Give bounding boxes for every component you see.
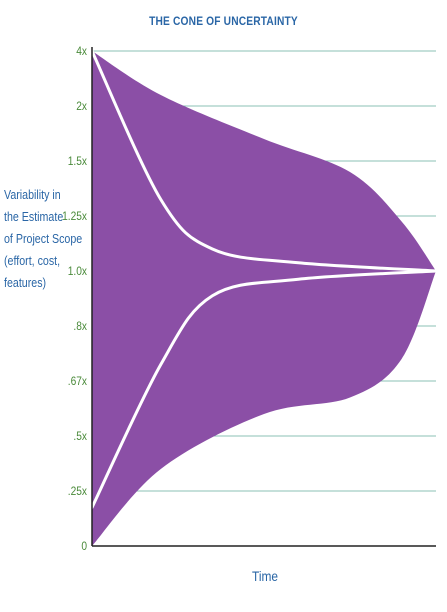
chart-title: THE CONE OF UNCERTAINTY <box>149 14 298 28</box>
y-tick-label: 0 <box>81 540 87 553</box>
y-tick-label: 1.0x <box>68 265 88 278</box>
x-axis-label: Time <box>251 568 279 584</box>
y-axis-label-line: of Project Scope <box>4 231 83 246</box>
y-axis-label-line: Variability in <box>4 187 61 202</box>
estimate-line-lower-line <box>90 269 438 509</box>
y-tick-label: 2x <box>76 100 87 113</box>
y-axis-label-line: the Estimate <box>4 209 64 224</box>
y-tick-label: .8x <box>73 320 87 333</box>
y-axis-label-line: (effort, cost, <box>4 253 61 268</box>
y-tick-label: .5x <box>73 430 87 443</box>
y-axis-label-line: features) <box>4 275 47 290</box>
y-tick-label: 1.25x <box>62 210 87 223</box>
y-tick-label: .25x <box>68 485 88 498</box>
y-tick-label: 4x <box>76 45 87 58</box>
uncertainty-band <box>92 51 436 546</box>
y-tick-label: .67x <box>68 375 88 388</box>
y-tick-label: 1.5x <box>68 155 88 168</box>
estimate-line-upper-line <box>90 49 438 273</box>
